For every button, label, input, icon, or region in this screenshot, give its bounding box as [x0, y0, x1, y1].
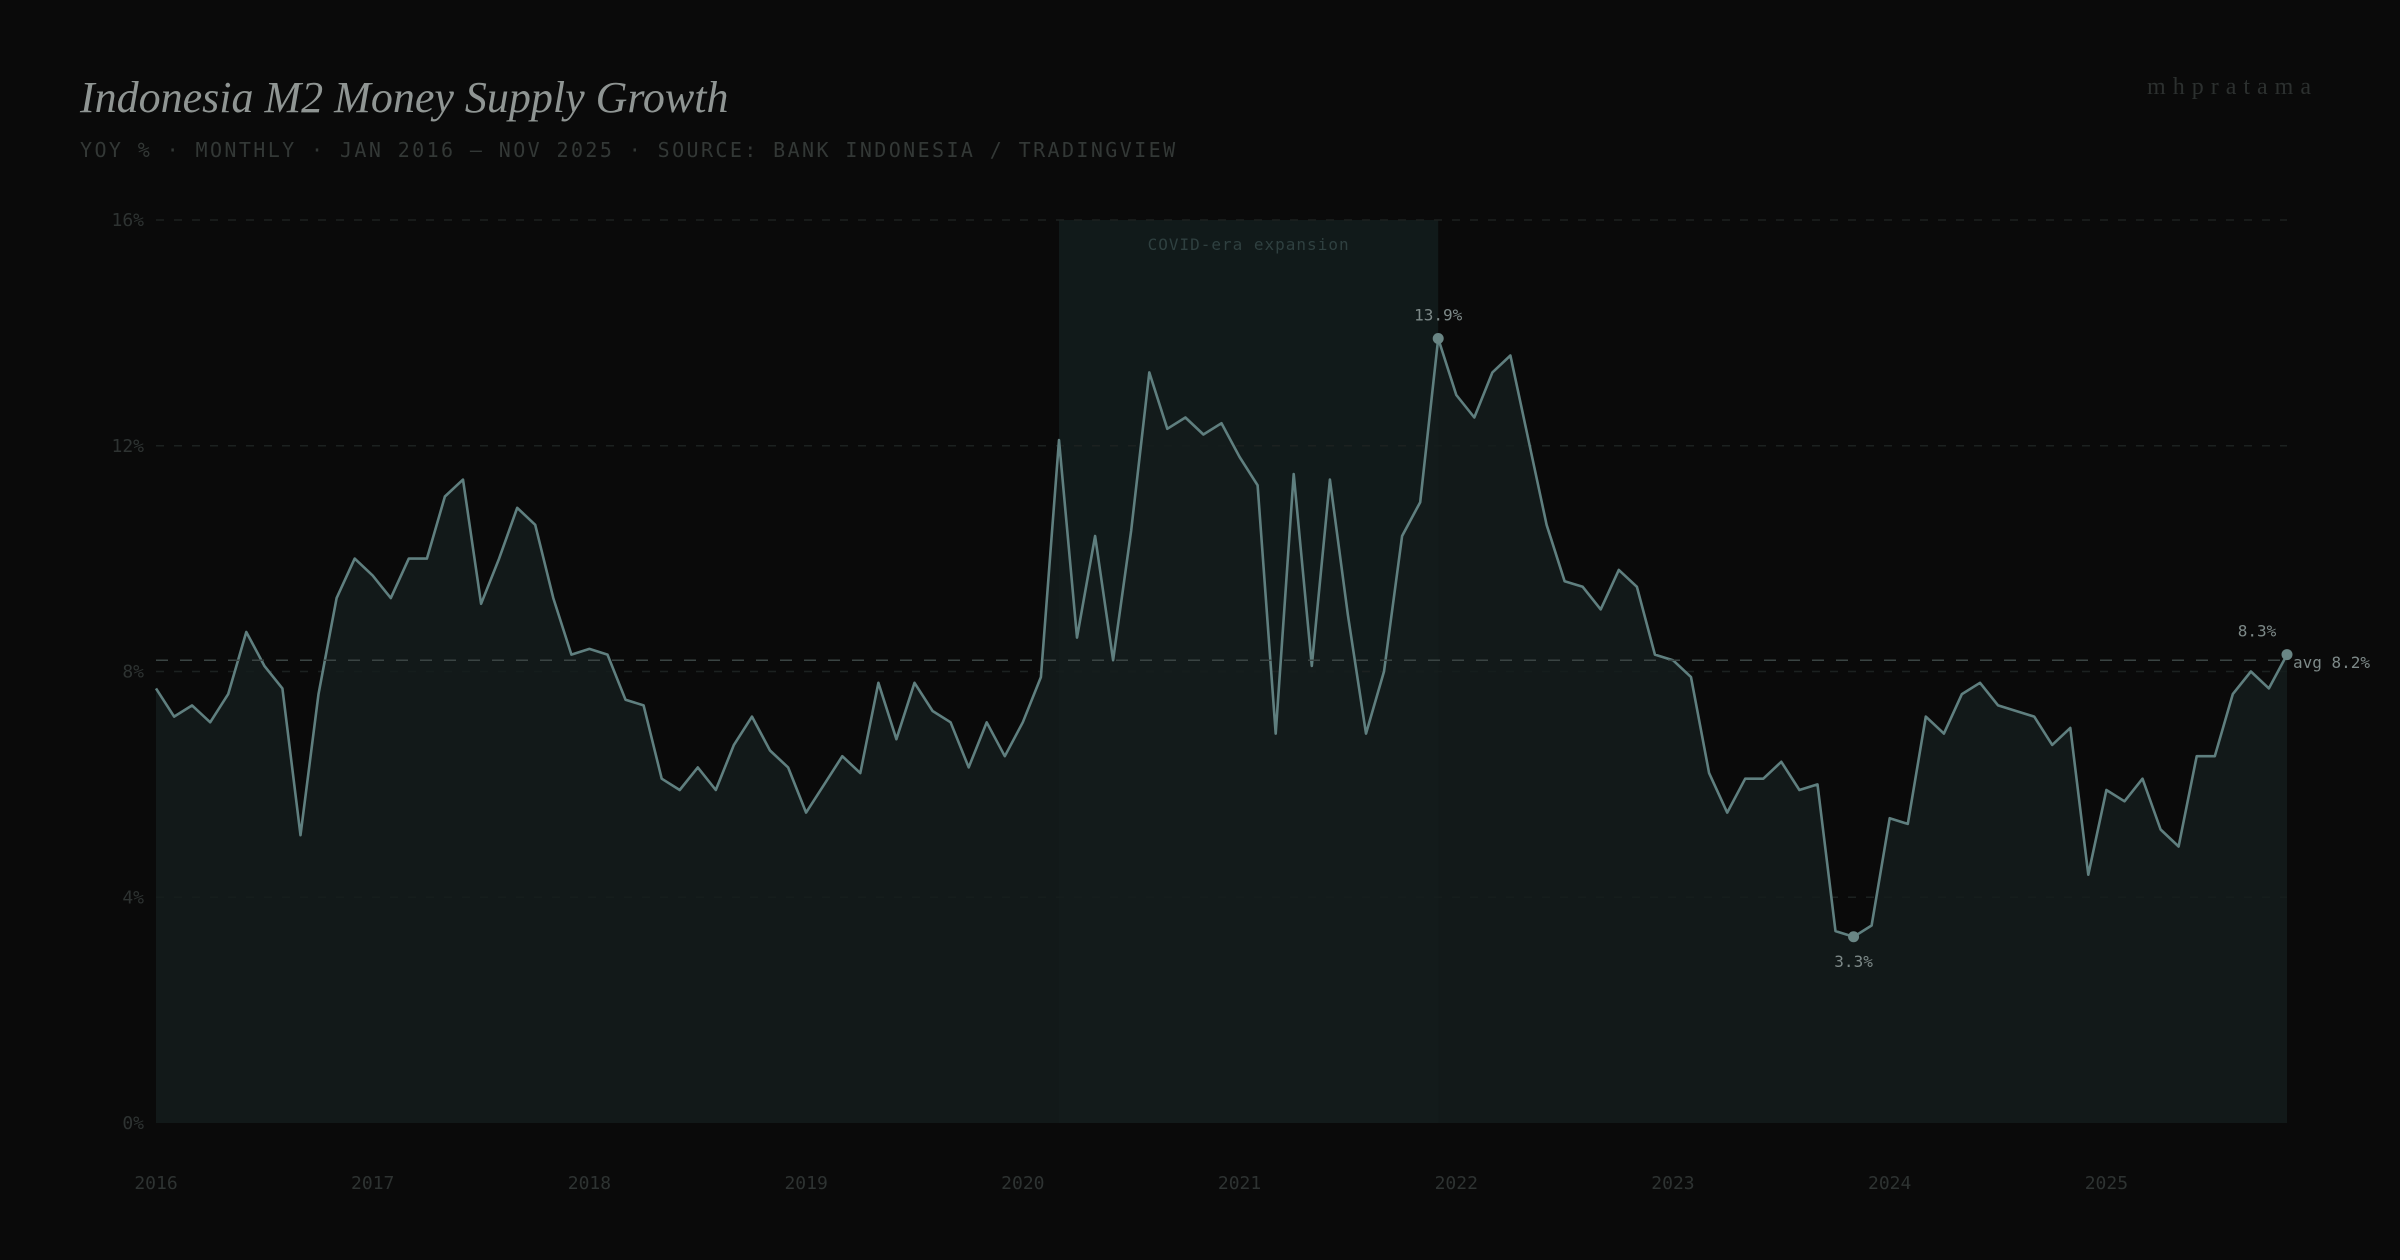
covid-band-label: COVID-era expansion [1148, 235, 1350, 254]
average-label: avg 8.2% [2293, 653, 2370, 672]
x-tick-label: 2017 [351, 1173, 394, 1194]
x-tick-label: 2023 [1651, 1173, 1694, 1194]
x-tick-label: 2019 [784, 1173, 827, 1194]
series-line [154, 337, 2289, 939]
x-tick-label: 2022 [1435, 1173, 1478, 1194]
chart-subtitle: YOY % · MONTHLY · JAN 2016 – NOV 2025 · … [80, 138, 1178, 162]
x-tick-label: 2021 [1218, 1173, 1261, 1194]
x-tick-label: 2024 [1868, 1173, 1911, 1194]
y-tick-label: 16% [111, 210, 144, 231]
x-tick-label: 2016 [134, 1173, 177, 1194]
y-tick-label: 0% [122, 1113, 144, 1134]
x-tick-label: 2018 [568, 1173, 611, 1194]
annotation-label: 8.3% [2238, 622, 2277, 641]
annotation-point [1432, 333, 1444, 345]
x-tick-label: 2020 [1001, 1173, 1044, 1194]
y-tick-label: 12% [111, 436, 144, 457]
annotation-label: 13.9% [1414, 306, 1463, 325]
brand-watermark: mhpratama [2147, 74, 2318, 100]
y-tick-label: 8% [122, 662, 144, 683]
annotation-point [2281, 649, 2293, 661]
series-area [156, 338, 2287, 1123]
y-tick-label: 4% [122, 887, 144, 908]
annotation-point [1848, 931, 1860, 943]
annotation-label: 3.3% [1834, 952, 1873, 971]
chart-title: Indonesia M2 Money Supply Growth [80, 73, 729, 122]
x-tick-label: 2025 [2085, 1173, 2128, 1194]
